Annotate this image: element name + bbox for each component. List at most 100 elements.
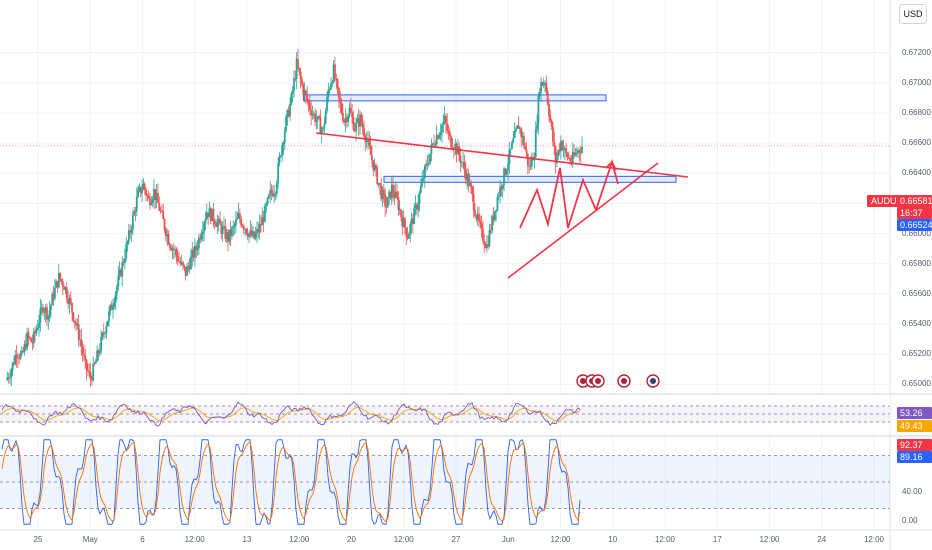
candle-body: [536, 124, 538, 130]
candle-body: [155, 192, 158, 201]
candle-body: [275, 182, 278, 194]
candle-body: [14, 354, 17, 364]
candle-body: [81, 346, 84, 354]
resistance-zone: [303, 94, 607, 102]
candle-body: [240, 219, 243, 226]
candle-body: [573, 152, 575, 156]
candle-body: [63, 286, 66, 290]
candle-body: [541, 82, 544, 86]
candle-body: [398, 209, 401, 211]
candle-body: [521, 135, 524, 138]
candle-body: [463, 162, 466, 170]
candle-body: [478, 213, 480, 222]
candle-body: [581, 146, 583, 153]
candle-body: [35, 329, 38, 334]
candle-body: [344, 117, 347, 123]
candle-body: [34, 331, 36, 334]
rsi-pane: [0, 393, 932, 434]
candle-body: [470, 183, 472, 188]
candle-body: [495, 209, 498, 212]
candle-body: [38, 322, 40, 328]
candle-body: [168, 244, 171, 248]
candle-body: [577, 150, 579, 153]
candle-body: [253, 231, 256, 239]
candle-body: [238, 213, 241, 220]
candle-body: [351, 112, 354, 118]
candle-body: [359, 114, 361, 127]
candle-body: [46, 307, 48, 320]
price-tick-6: 0.66000: [902, 228, 931, 238]
candle-body: [130, 229, 133, 233]
candle-body: [352, 117, 355, 130]
candle-body: [260, 224, 262, 226]
rsi-value-label: 53.26: [897, 407, 932, 419]
support-zone: [383, 175, 677, 183]
candle-body: [108, 311, 110, 321]
candle-body: [348, 107, 351, 116]
rsi-line: [1, 401, 581, 427]
candle-body: [92, 363, 95, 381]
candle-body: [401, 216, 404, 227]
candle-body: [338, 87, 340, 99]
candle-body: [244, 229, 247, 230]
candle-body: [204, 219, 207, 224]
candle-body: [476, 213, 479, 220]
candle-body: [429, 153, 431, 164]
candle-body: [249, 230, 252, 234]
candle-body: [248, 233, 250, 237]
candle-body: [385, 206, 388, 208]
candle-body: [88, 371, 91, 373]
candle-body: [405, 228, 408, 237]
candle-body: [386, 197, 389, 208]
candle-body: [544, 82, 546, 84]
candle-body: [397, 197, 400, 211]
candle-body: [419, 186, 422, 193]
candle-body: [500, 186, 503, 190]
price-tick-3: 0.66600: [902, 138, 931, 148]
stoch-pane: [0, 435, 932, 525]
candle-body: [331, 82, 334, 84]
candle-body: [50, 304, 52, 311]
candle-body: [328, 89, 331, 90]
candle-body: [467, 173, 470, 186]
candle-body: [113, 302, 116, 307]
candle-body: [540, 82, 542, 93]
candle-body: [289, 103, 291, 117]
candle-body: [274, 193, 277, 195]
candle-body: [250, 230, 253, 236]
candle-body: [529, 166, 532, 167]
candle-body: [56, 281, 59, 288]
candle-body: [178, 261, 180, 262]
candle-body: [68, 298, 71, 305]
candle-body: [298, 67, 301, 72]
candle-body: [175, 249, 178, 256]
time-tick-12: 12:00: [654, 535, 676, 544]
candle-body: [94, 361, 97, 364]
candle-body: [213, 221, 216, 225]
candle-body: [297, 58, 299, 68]
candle-body: [372, 160, 375, 171]
currency-button[interactable]: USD: [899, 4, 927, 24]
candle-body: [61, 281, 64, 287]
candle-body: [570, 161, 573, 163]
candle-body: [520, 128, 523, 138]
price-tick-2: 0.66800: [902, 107, 931, 117]
candle-body: [335, 78, 338, 80]
candle-body: [304, 90, 307, 95]
candle-body: [409, 224, 412, 234]
candle-body: [79, 339, 81, 341]
candle-body: [129, 230, 132, 233]
candle-body: [225, 232, 228, 239]
candle-body: [567, 157, 570, 159]
candle-body: [164, 229, 167, 237]
candle-body: [316, 116, 319, 121]
candle-body: [555, 156, 558, 164]
stoch-tick-0: 0.00: [902, 516, 918, 525]
candle-body: [176, 255, 179, 262]
candle-body: [548, 103, 550, 116]
candle-body: [513, 131, 516, 138]
candle-body: [126, 241, 129, 245]
candle-body: [299, 71, 302, 80]
